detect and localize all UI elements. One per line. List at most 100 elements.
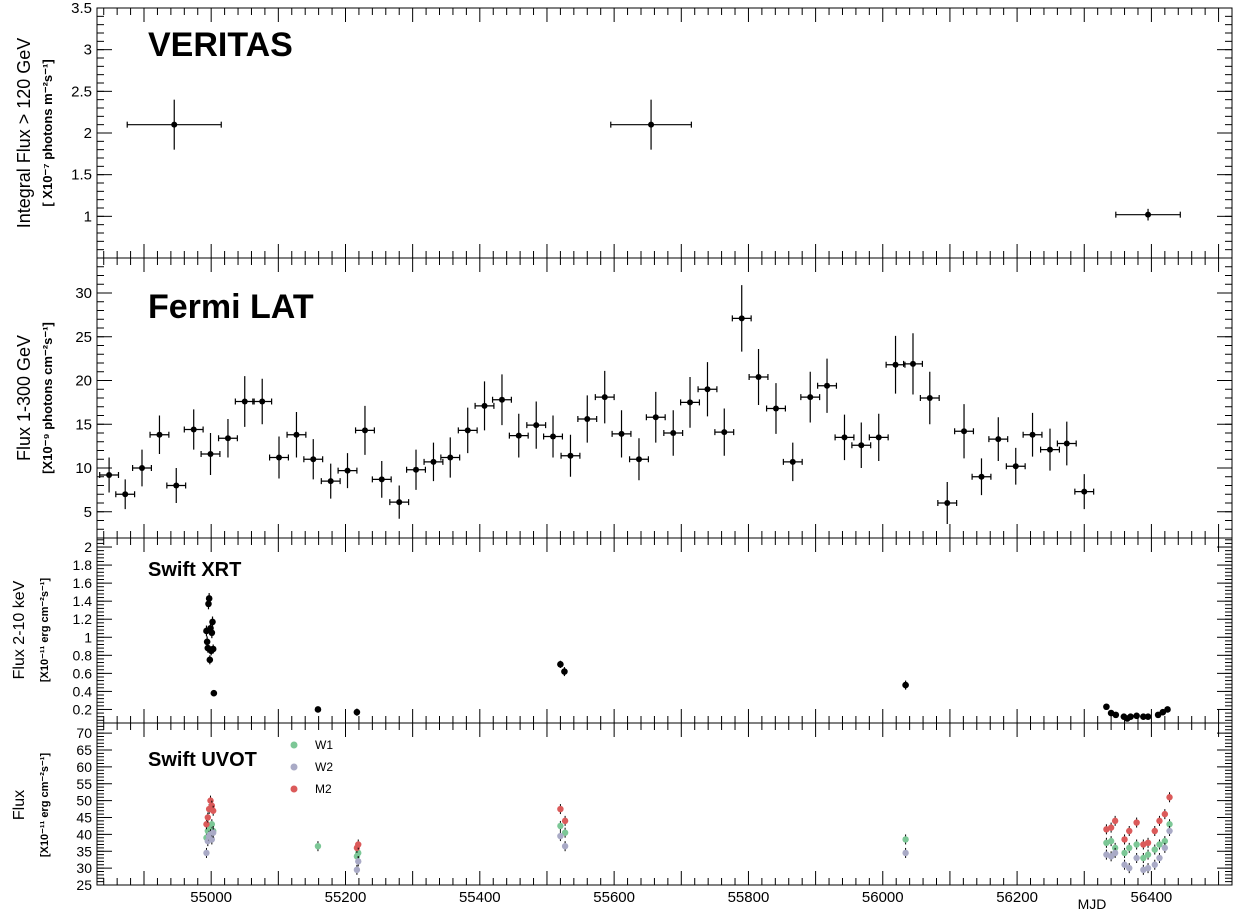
uvot-m2-point xyxy=(1133,817,1140,828)
uvot-m2-point xyxy=(1151,826,1158,836)
uvot-marker xyxy=(1126,864,1133,872)
fermi-y-tick-label: 10 xyxy=(75,460,92,477)
fermi-marker xyxy=(961,428,968,435)
uvot-marker xyxy=(1133,819,1140,826)
uvot-w1-point xyxy=(1140,853,1147,863)
fermi-data-point xyxy=(200,433,221,475)
fermi-marker xyxy=(1081,488,1088,495)
fermi-data-point xyxy=(560,434,581,477)
fermi-data-point xyxy=(115,479,136,510)
fermi-data-point xyxy=(902,333,923,395)
uvot-y-tick-label: 35 xyxy=(76,843,92,859)
uvot-marker xyxy=(561,829,569,836)
fermi-marker xyxy=(789,458,796,465)
fermi-data-point xyxy=(868,413,889,461)
fermi-data-point xyxy=(817,358,838,413)
uvot-w2-point xyxy=(1144,863,1152,874)
fermi-marker xyxy=(738,315,745,322)
uvot-legend: W1 W2 M2 xyxy=(290,738,333,796)
xrt-y-tick-label: 1.6 xyxy=(73,575,93,591)
xrt-marker xyxy=(561,668,568,675)
fermi-data-point xyxy=(183,409,204,450)
uvot-frame xyxy=(96,722,1233,886)
fermi-data-point xyxy=(1056,421,1077,466)
uvot-marker xyxy=(1126,844,1133,852)
veritas-points xyxy=(126,99,1181,221)
fermi-marker xyxy=(926,395,933,401)
x-tick-label: 55000 xyxy=(190,889,232,906)
veritas-marker xyxy=(1145,211,1152,218)
fermi-data-point xyxy=(885,335,906,394)
fermi-y-label: Flux 1-300 GeV xyxy=(14,335,34,461)
uvot-w1-point xyxy=(1126,842,1133,853)
uvot-marker xyxy=(353,866,361,874)
uvot-w2-point xyxy=(355,856,362,867)
x-tick-label: 56000 xyxy=(862,889,904,906)
fermi-marker xyxy=(361,427,368,434)
uvot-marker xyxy=(355,841,362,848)
xrt-y-tick-label: 1 xyxy=(84,629,92,645)
xrt-data-point xyxy=(205,593,213,604)
fermi-marker xyxy=(909,360,916,367)
fermi-marker xyxy=(515,432,522,439)
uvot-w1-point xyxy=(314,841,322,852)
xrt-marker xyxy=(205,595,213,602)
veritas-y-ticks: 1 1.5 2 2.5 3 3.5 xyxy=(71,0,1233,259)
uvot-m2-point xyxy=(557,804,564,815)
uvot-marker xyxy=(203,849,210,857)
uvot-marker xyxy=(203,821,210,828)
uvot-w2-point xyxy=(1111,847,1119,858)
fermi-data-point xyxy=(99,457,120,493)
veritas-panel: 1 1.5 2 2.5 3 3.5 VERITAS Integral Flux > 120… xyxy=(14,0,1233,259)
veritas-marker xyxy=(648,121,655,128)
fermi-marker xyxy=(293,431,300,438)
uvot-marker xyxy=(1111,849,1119,857)
fermi-data-point xyxy=(491,374,512,426)
fermi-marker xyxy=(344,467,351,474)
legend-marker-m2 xyxy=(290,785,298,793)
fermi-marker xyxy=(327,478,334,485)
uvot-m2-point xyxy=(1121,834,1128,845)
fermi-data-point xyxy=(765,383,786,434)
uvot-y-label: Flux xyxy=(11,790,28,820)
fermi-marker xyxy=(1029,431,1036,438)
xrt-marker xyxy=(557,661,564,668)
uvot-w2-point xyxy=(1161,842,1169,853)
uvot-marker xyxy=(1121,849,1128,857)
uvot-w1-point xyxy=(557,820,564,831)
xrt-data-point xyxy=(353,708,361,716)
fermi-data-point xyxy=(337,453,358,489)
uvot-points xyxy=(203,792,1173,875)
fermi-data-point xyxy=(303,439,324,480)
uvot-m2-point xyxy=(1111,815,1119,826)
xrt-data-point xyxy=(557,660,564,668)
uvot-marker xyxy=(557,822,564,830)
veritas-y-tick-label: 3.5 xyxy=(71,0,92,17)
uvot-m2-point xyxy=(1156,815,1163,826)
uvot-w2-point xyxy=(1166,826,1173,836)
fermi-data-point xyxy=(1074,474,1095,510)
veritas-y-tick-label: 1.5 xyxy=(71,167,92,184)
x-tick-label: 55600 xyxy=(593,889,635,906)
fermi-y-tick-label: 30 xyxy=(75,285,92,302)
uvot-marker xyxy=(557,832,564,840)
fermi-marker xyxy=(618,430,625,437)
fermi-marker xyxy=(259,398,266,405)
fermi-data-point xyxy=(954,404,975,459)
fermi-data-point xyxy=(800,371,821,423)
uvot-w1-point xyxy=(1151,844,1158,855)
xrt-marker xyxy=(314,706,322,713)
xrt-data-point xyxy=(209,616,216,628)
fermi-marker xyxy=(841,434,848,441)
x-tick-label: 55200 xyxy=(325,889,367,906)
legend-marker-w2 xyxy=(290,763,298,771)
uvot-marker xyxy=(1133,854,1140,862)
fermi-marker xyxy=(106,472,113,478)
uvot-marker xyxy=(1151,827,1158,835)
uvot-marker xyxy=(204,814,212,821)
fermi-marker xyxy=(396,499,403,506)
xrt-y-tick-label: 0.8 xyxy=(73,647,93,663)
xrt-data-point xyxy=(209,644,217,654)
fermi-data-point xyxy=(389,485,410,519)
